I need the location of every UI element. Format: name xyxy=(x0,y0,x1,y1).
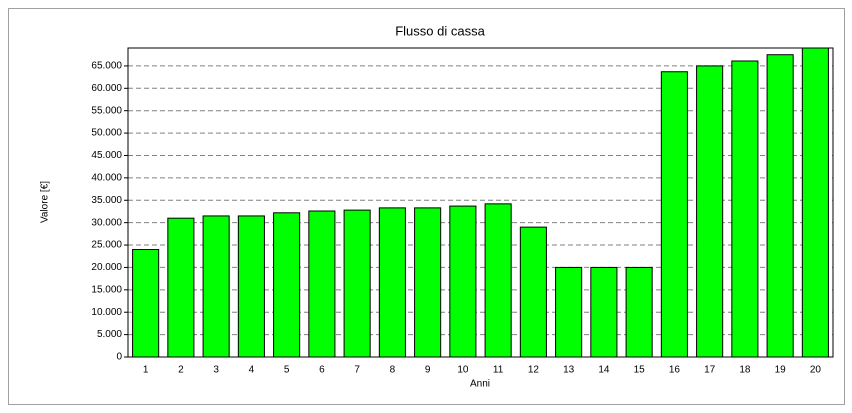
x-tick-label: 16 xyxy=(669,365,681,376)
x-tick-label: 14 xyxy=(598,365,610,376)
bar xyxy=(378,207,406,358)
bar xyxy=(555,266,583,358)
chart-title: Flusso di cassa xyxy=(395,23,485,38)
x-tick-label: 7 xyxy=(354,365,360,376)
bar xyxy=(696,65,724,358)
y-tick-label: 60.000 xyxy=(91,83,122,94)
y-tick-label: 10.000 xyxy=(91,307,122,318)
bar xyxy=(132,249,160,358)
x-tick-label: 4 xyxy=(249,365,255,376)
bar xyxy=(519,226,547,358)
y-tick-label: 15.000 xyxy=(91,284,122,295)
bar xyxy=(273,212,301,358)
x-tick-label: 6 xyxy=(319,365,325,376)
x-tick-label: 9 xyxy=(425,365,431,376)
x-tick-label: 5 xyxy=(284,365,290,376)
x-tick-label: 3 xyxy=(213,365,219,376)
bar xyxy=(167,217,195,358)
plot-frame xyxy=(127,47,834,358)
x-tick-label: 1 xyxy=(143,365,149,376)
y-tick-label: 45.000 xyxy=(91,150,122,161)
bar xyxy=(237,215,265,358)
x-tick-label: 11 xyxy=(493,365,504,376)
x-tick-label: 2 xyxy=(178,365,184,376)
bar xyxy=(731,60,759,358)
y-tick-label: 5.000 xyxy=(97,329,122,340)
x-axis-label: Anni xyxy=(470,379,490,390)
y-tick-label: 0 xyxy=(116,352,122,363)
y-tick-label: 35.000 xyxy=(91,195,122,206)
bar xyxy=(766,54,794,358)
bar xyxy=(343,209,371,358)
y-axis-label: Valore [€] xyxy=(40,181,51,223)
x-tick-label: 18 xyxy=(739,365,751,376)
x-tick-label: 20 xyxy=(810,365,822,376)
x-tick-label: 19 xyxy=(775,365,787,376)
bar xyxy=(590,266,618,358)
bar xyxy=(414,207,442,358)
x-tick-label: 8 xyxy=(390,365,396,376)
y-tick-label: 65.000 xyxy=(91,61,122,72)
y-tick-label: 55.000 xyxy=(91,105,122,116)
bar xyxy=(484,203,512,358)
x-tick-label: 17 xyxy=(704,365,716,376)
bar xyxy=(625,266,653,358)
y-tick-label: 25.000 xyxy=(91,240,122,251)
y-tick-label: 40.000 xyxy=(91,173,122,184)
x-tick-label: 13 xyxy=(563,365,575,376)
y-tick-label: 30.000 xyxy=(91,217,122,228)
y-tick-label: 20.000 xyxy=(91,262,122,273)
x-tick-label: 15 xyxy=(634,365,646,376)
bar xyxy=(801,47,829,358)
x-tick-label: 10 xyxy=(457,365,469,376)
bar xyxy=(449,205,477,358)
bar xyxy=(308,210,336,358)
bar xyxy=(202,215,230,358)
x-tick-label: 12 xyxy=(528,365,540,376)
bar xyxy=(660,71,688,358)
y-tick-label: 50.000 xyxy=(91,128,122,139)
